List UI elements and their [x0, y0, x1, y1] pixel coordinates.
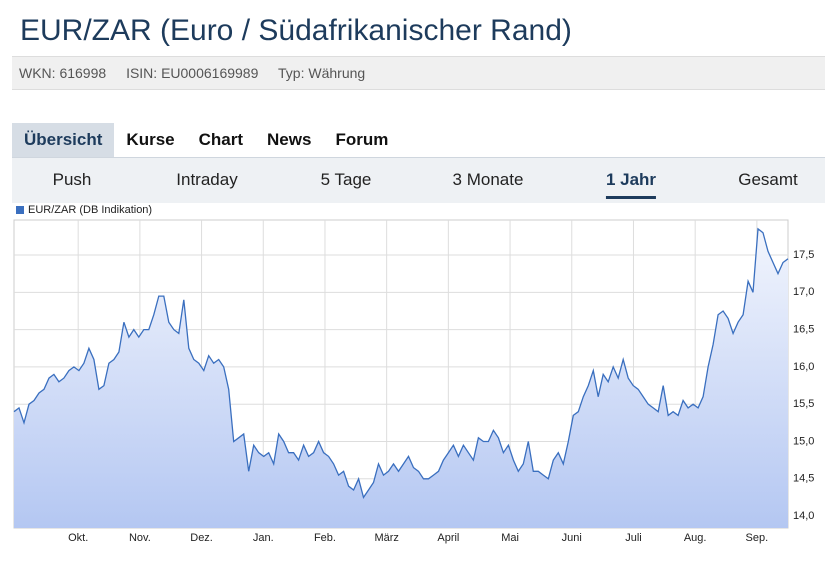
meta-bar: WKN: 616998 ISIN: EU0006169989 Typ: Währ… — [12, 56, 825, 90]
x-tick-label: April — [437, 532, 459, 544]
x-tick-label: Okt. — [68, 532, 88, 544]
period[interactable]: Push — [52, 170, 92, 189]
line — [13, 227, 789, 499]
y-tick-label: 16,0 — [793, 361, 814, 373]
x-tick-label: Juli — [625, 532, 642, 544]
period[interactable]: Gesamt — [738, 170, 798, 189]
period[interactable]: Intraday — [176, 170, 238, 189]
x-tick-label: Mai — [501, 532, 519, 544]
x-tick-label: Dez. — [190, 532, 213, 544]
tab[interactable]: Übersicht — [12, 123, 115, 157]
x-tick-label: Jan. — [253, 532, 274, 544]
isin: ISIN: EU0006169989 — [126, 65, 259, 81]
x-tick-label: Nov. — [129, 532, 151, 544]
tab[interactable]: Kurse — [126, 130, 175, 149]
tab[interactable]: News — [267, 130, 312, 149]
period[interactable]: 3 Monate — [452, 170, 524, 189]
y-tick-label: 15,5 — [793, 398, 814, 410]
y-tick-label: 16,5 — [793, 324, 814, 336]
x-tick-label: März — [374, 532, 398, 544]
tab[interactable]: Chart — [198, 130, 244, 149]
y-tick-label: 17,5 — [793, 249, 814, 261]
period-bar: Push Intraday 5 Tage 3 Monate 1 Jahr Ges… — [12, 157, 825, 203]
period[interactable]: 1 Jahr — [605, 170, 657, 199]
x-tick-label: Aug. — [684, 532, 707, 544]
legend-label: EUR/ZAR (DB Indikation) — [28, 204, 152, 216]
x-tick-label: Sep. — [746, 532, 769, 544]
period[interactable]: 5 Tage — [320, 170, 372, 189]
wkn: WKN: 616998 — [19, 65, 107, 81]
y-tick-label: 17,0 — [793, 286, 814, 298]
y-tick-label: 14,5 — [793, 473, 814, 485]
area — [14, 228, 788, 528]
tab[interactable]: Forum — [335, 130, 389, 149]
x-tick-label: Juni — [562, 532, 582, 544]
legend-swatch — [16, 206, 24, 214]
y-tick-label: 15,0 — [793, 435, 814, 447]
type: Typ: Währung — [278, 65, 366, 81]
page-title: EUR/ZAR (Euro / Südafrikanischer Rand) — [20, 14, 572, 47]
chart: Okt. Nov. Dez. Jan. Feb. März April Mai Juni Juli… — [13, 204, 814, 544]
x-tick-label: Feb. — [314, 532, 336, 544]
y-tick-label: 14,0 — [793, 510, 814, 522]
tab-bar: Übersicht Kurse Chart News Forum — [12, 123, 400, 157]
